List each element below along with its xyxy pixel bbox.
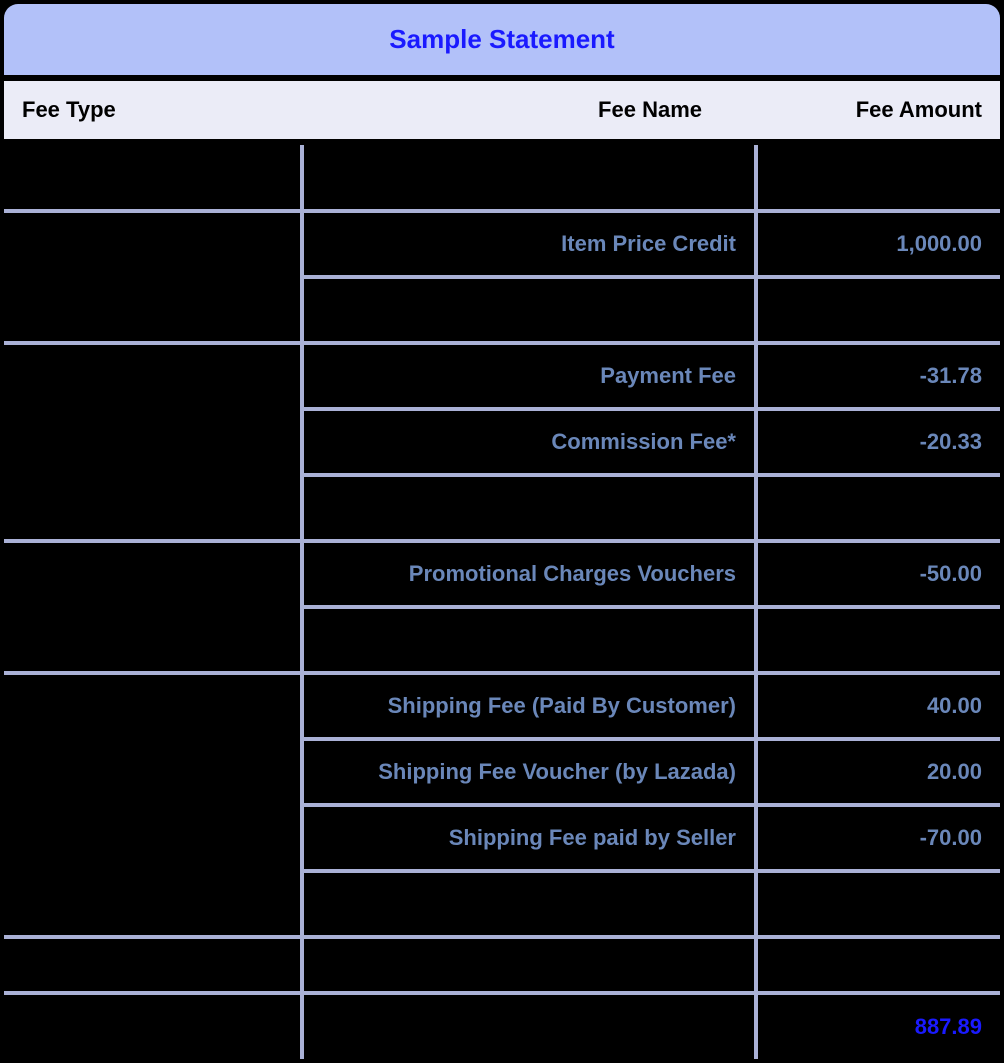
cell-total-amount: 887.89	[756, 993, 1000, 1059]
cell-fee-amount	[756, 937, 1000, 993]
title-text: Sample Statement	[389, 24, 614, 54]
table-row: Shipping Fee (Paid By Customer)40.00	[4, 673, 1000, 739]
cell-fee-type	[4, 673, 302, 937]
cell-fee-name	[302, 277, 756, 343]
header-fee-type: Fee Type	[22, 97, 316, 123]
cell-fee-name: Payment Fee	[302, 343, 756, 409]
statement-container: Sample Statement Fee Type Fee Name Fee A…	[0, 0, 1004, 1063]
cell-fee-amount	[756, 475, 1000, 541]
cell-fee-type	[4, 993, 302, 1059]
cell-fee-name	[302, 871, 756, 937]
cell-fee-name: Item Price Credit	[302, 211, 756, 277]
table-row	[4, 145, 1000, 211]
cell-fee-type	[4, 145, 302, 211]
statement-table: Item Price Credit1,000.00Payment Fee-31.…	[4, 145, 1000, 1059]
table-row: Item Price Credit1,000.00	[4, 211, 1000, 277]
cell-fee-amount	[756, 145, 1000, 211]
cell-fee-amount	[756, 277, 1000, 343]
cell-fee-amount: 1,000.00	[756, 211, 1000, 277]
table-row: Promotional Charges Vouchers-50.00	[4, 541, 1000, 607]
table-header: Fee Type Fee Name Fee Amount	[4, 81, 1000, 139]
cell-fee-name: Commission Fee*	[302, 409, 756, 475]
header-fee-name: Fee Name	[316, 97, 742, 123]
total-row: 887.89	[4, 993, 1000, 1059]
cell-fee-name	[302, 145, 756, 211]
cell-fee-type	[4, 937, 302, 993]
cell-fee-name: Shipping Fee (Paid By Customer)	[302, 673, 756, 739]
table-row	[4, 937, 1000, 993]
cell-fee-name	[302, 607, 756, 673]
title-bar: Sample Statement	[4, 4, 1000, 75]
cell-fee-name	[302, 475, 756, 541]
cell-fee-amount: -31.78	[756, 343, 1000, 409]
cell-fee-type	[4, 541, 302, 673]
cell-fee-name: Shipping Fee paid by Seller	[302, 805, 756, 871]
cell-fee-amount: 40.00	[756, 673, 1000, 739]
cell-fee-amount: -70.00	[756, 805, 1000, 871]
cell-fee-type	[4, 343, 302, 541]
table-row: Payment Fee-31.78	[4, 343, 1000, 409]
cell-fee-amount: -20.33	[756, 409, 1000, 475]
cell-fee-amount: -50.00	[756, 541, 1000, 607]
cell-fee-amount	[756, 607, 1000, 673]
cell-fee-amount	[756, 871, 1000, 937]
header-fee-amount: Fee Amount	[742, 97, 982, 123]
cell-fee-name: Promotional Charges Vouchers	[302, 541, 756, 607]
cell-fee-name: Shipping Fee Voucher (by Lazada)	[302, 739, 756, 805]
cell-fee-name	[302, 937, 756, 993]
cell-fee-amount: 20.00	[756, 739, 1000, 805]
cell-fee-type	[4, 211, 302, 343]
cell-fee-name	[302, 993, 756, 1059]
